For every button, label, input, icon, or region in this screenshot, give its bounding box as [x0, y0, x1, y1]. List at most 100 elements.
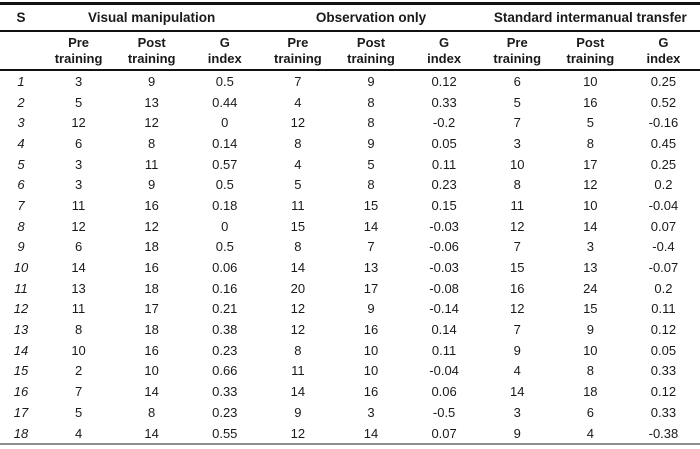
value-cell: 0.5	[215, 73, 234, 89]
value-cell: 0.25	[650, 156, 677, 172]
value-cell: 4	[294, 156, 302, 172]
value-cell: 7	[367, 239, 375, 255]
value-cell: 18	[583, 384, 598, 400]
subject-cell: 16	[13, 384, 29, 400]
subheader-g-index: G index	[626, 31, 700, 71]
value-cell: 0.25	[650, 73, 677, 89]
value-cell: 6	[74, 239, 83, 255]
value-cell: 0.07	[650, 218, 677, 234]
value-cell: 0.44	[212, 94, 238, 110]
table-row: 5 3 11 0.57 4 5 0.11 10 17 0.25	[0, 154, 700, 175]
table-row: 11 13 18 0.16 20 17 -0.08 16 24 0.2	[0, 278, 700, 299]
value-cell: 7	[294, 73, 302, 89]
value-cell: 13	[71, 280, 86, 296]
value-cell: 0.05	[650, 342, 677, 358]
value-cell: 6	[513, 73, 521, 89]
value-cell: 15	[290, 218, 306, 234]
value-cell: 0.45	[650, 135, 677, 151]
value-cell: 8	[294, 239, 302, 255]
value-cell: -0.08	[429, 280, 459, 296]
table-row: 18 4 14 0.55 12 14 0.07 9 4 -0.38	[0, 423, 700, 445]
value-cell: -0.03	[429, 218, 459, 234]
value-cell: -0.16	[648, 115, 679, 131]
value-cell: 3	[74, 156, 83, 172]
value-cell: 0.57	[212, 156, 238, 172]
value-cell: 8	[367, 94, 375, 110]
value-cell: 0	[221, 218, 229, 234]
value-cell: 0.06	[431, 384, 457, 400]
value-cell: 10	[363, 342, 379, 358]
value-cell: 8	[148, 135, 156, 151]
value-cell: 4	[513, 363, 521, 379]
value-cell: 0.14	[212, 135, 238, 151]
table-row: 6 3 9 0.5 5 8 0.23 8 12 0.2	[0, 174, 700, 195]
subject-cell: 8	[17, 218, 25, 234]
value-cell: 0.15	[431, 197, 457, 213]
value-cell: 8	[367, 177, 375, 193]
sub-header-row: Pre training Post training G index Pre t…	[0, 31, 700, 71]
subject-cell: 9	[17, 239, 25, 255]
table-row: 10 14 16 0.06 14 13 -0.03 15 13 -0.07	[0, 257, 700, 278]
value-cell: 10	[144, 363, 159, 379]
value-cell: 0.5	[215, 239, 234, 255]
value-cell: 16	[509, 280, 525, 296]
value-cell: 14	[290, 384, 306, 400]
value-cell: 5	[74, 94, 83, 110]
value-cell: 20	[290, 280, 306, 296]
value-cell: 0.21	[212, 301, 238, 317]
value-cell: 14	[583, 218, 598, 234]
subheader-post-training: Post training	[334, 31, 408, 71]
value-cell: 13	[583, 260, 598, 276]
value-cell: 11	[71, 301, 86, 317]
value-cell: 14	[290, 260, 306, 276]
value-cell: 6	[586, 404, 594, 420]
value-cell: 8	[74, 322, 83, 338]
subheader-g-index: G index	[407, 31, 481, 71]
value-cell: -0.2	[432, 115, 456, 131]
value-cell: 6	[74, 135, 83, 151]
value-cell: 12	[509, 218, 525, 234]
value-cell: 7	[513, 239, 521, 255]
value-cell: 5	[513, 94, 521, 110]
value-cell: 0.2	[654, 177, 673, 193]
table-row: 14 10 16 0.23 8 10 0.11 9 10 0.05	[0, 340, 700, 361]
value-cell: 13	[363, 260, 379, 276]
value-cell: 7	[513, 115, 521, 131]
value-cell: 12	[290, 115, 306, 131]
subject-cell: 12	[13, 301, 29, 317]
value-cell: 15	[583, 301, 598, 317]
value-cell: -0.03	[429, 260, 459, 276]
value-cell: -0.07	[648, 260, 679, 276]
value-cell: 17	[583, 156, 598, 172]
value-cell: 24	[583, 280, 598, 296]
value-cell: 2	[74, 363, 83, 379]
value-cell: 17	[144, 301, 159, 317]
table-row: 8 12 12 0 15 14 -0.03 12 14 0.07	[0, 216, 700, 237]
subject-cell: 17	[13, 404, 29, 420]
subheader-post-training: Post training	[553, 31, 627, 71]
value-cell: -0.4	[652, 239, 675, 255]
value-cell: 9	[367, 73, 375, 89]
value-cell: 15	[363, 197, 379, 213]
value-cell: 14	[71, 260, 86, 276]
value-cell: 9	[367, 135, 375, 151]
value-cell: 0.23	[212, 404, 238, 420]
value-cell: 13	[144, 94, 159, 110]
value-cell: 0.66	[212, 363, 238, 379]
value-cell: -0.38	[648, 425, 679, 441]
value-cell: 0.55	[212, 425, 238, 441]
subheader-g-index: G index	[188, 31, 262, 71]
value-cell: 5	[74, 404, 83, 420]
value-cell: 0.07	[431, 425, 457, 441]
value-cell: 9	[148, 177, 156, 193]
value-cell: 11	[291, 363, 305, 379]
value-cell: 0.16	[212, 280, 238, 296]
subject-cell: 15	[13, 363, 29, 379]
value-cell: 0.5	[215, 177, 234, 193]
value-cell: 0.33	[431, 94, 457, 110]
value-cell: 12	[144, 218, 159, 234]
subject-cell: 4	[17, 135, 25, 151]
table-row: 7 11 16 0.18 11 15 0.15 11 10 -0.04	[0, 195, 700, 216]
table-row: 12 11 17 0.21 12 9 -0.14 12 15 0.11	[0, 299, 700, 320]
